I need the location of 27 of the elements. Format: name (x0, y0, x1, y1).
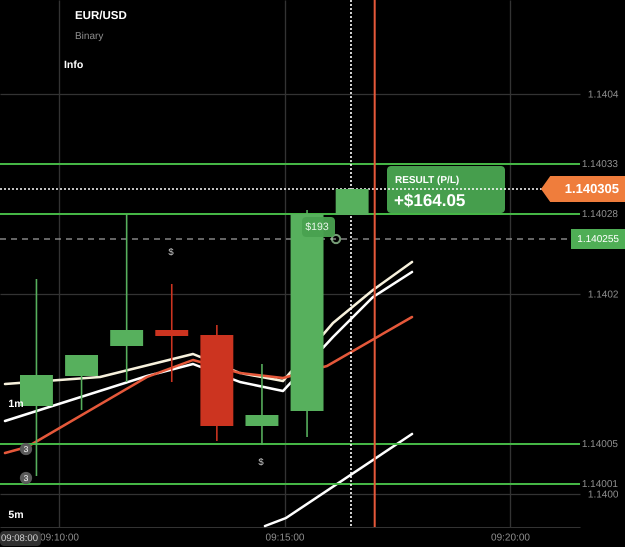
annotation: +$164.05 (394, 191, 466, 210)
x-tick-label: 09:20:00 (491, 532, 530, 544)
ref-line-label: 1.140255 (577, 234, 620, 245)
candlestick (110, 213, 144, 383)
ref-line-label: 1.140305 (564, 181, 619, 196)
y-tick-label: 1.1404 (588, 90, 619, 100)
x-tick-label: 09:15:00 (266, 532, 305, 544)
text: EUR/USD (75, 10, 127, 22)
annotation: 1m (8, 398, 24, 410)
text: Binary (75, 31, 104, 42)
annotation: $ (168, 247, 174, 258)
annotation: 3 (24, 473, 29, 483)
ref-line-label: 1.14001 (582, 479, 618, 490)
text: 09:08:00 (1, 533, 38, 544)
annotation: $193 (305, 221, 329, 233)
x-tick-label: 09:10:00 (40, 532, 80, 544)
annotation: $ (258, 457, 264, 468)
candlestick (155, 283, 188, 383)
annotation: 5m (8, 509, 24, 521)
y-tick-label: 1.1402 (588, 290, 619, 300)
y-tick-label: 1.1400 (588, 490, 619, 500)
annotation: Info (64, 59, 84, 71)
ref-line-label: 1.14005 (582, 439, 618, 450)
annotation: 3 (24, 444, 29, 454)
annotation: RESULT (P/L) (395, 175, 460, 186)
ref-line-label: 1.14033 (582, 159, 618, 170)
ref-line-label: 1.14028 (582, 209, 618, 220)
